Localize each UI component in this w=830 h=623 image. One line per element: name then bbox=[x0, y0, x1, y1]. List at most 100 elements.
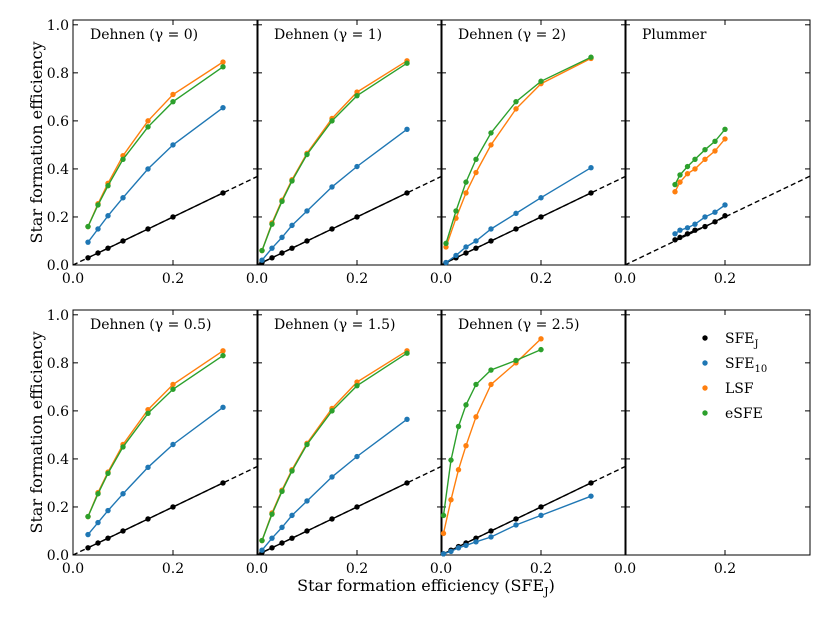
point-esfe bbox=[513, 357, 519, 364]
point-sfe-10 bbox=[354, 163, 360, 170]
point-esfe bbox=[440, 512, 447, 519]
panel-4: 0.0 0.2 Plummer bbox=[614, 19, 811, 287]
point-sfe-j bbox=[85, 545, 91, 551]
panel-title: Plummer bbox=[642, 27, 707, 43]
point-esfe bbox=[120, 444, 126, 450]
point-sfe-10 bbox=[712, 209, 718, 215]
point-lsf bbox=[463, 443, 469, 449]
point-sfe-10 bbox=[513, 210, 519, 217]
point-sfe-j bbox=[488, 238, 494, 244]
panel-title: Dehnen (γ = 0) bbox=[90, 27, 198, 43]
point-esfe bbox=[289, 178, 295, 184]
point-esfe bbox=[473, 156, 479, 163]
point-esfe bbox=[329, 408, 335, 414]
point-lsf bbox=[463, 190, 469, 196]
point-sfe-j bbox=[269, 255, 275, 261]
point-sfe-j bbox=[677, 234, 683, 241]
point-sfe-10 bbox=[588, 493, 594, 499]
panel-frame bbox=[624, 309, 811, 556]
point-sfe-j bbox=[145, 226, 151, 232]
point-lsf bbox=[692, 166, 698, 172]
point-sfe-j bbox=[170, 214, 176, 220]
reference-line bbox=[625, 175, 810, 265]
x-tick-label: 0.2 bbox=[530, 271, 552, 287]
point-sfe-j bbox=[105, 535, 111, 541]
point-sfe-j bbox=[722, 213, 728, 219]
point-sfe-10 bbox=[145, 166, 151, 172]
panel-title: Dehnen (γ = 2) bbox=[458, 27, 566, 43]
point-sfe-10 bbox=[538, 195, 544, 201]
y-tick-label: 0.4 bbox=[47, 162, 69, 178]
point-lsf bbox=[440, 530, 447, 537]
panel-frame bbox=[256, 19, 443, 266]
point-sfe-10 bbox=[220, 104, 226, 111]
point-sfe-j bbox=[329, 516, 335, 522]
point-lsf bbox=[170, 381, 176, 388]
y-tick-label: 0.2 bbox=[47, 210, 69, 226]
point-esfe bbox=[279, 488, 285, 495]
point-sfe-10 bbox=[304, 498, 310, 504]
point-sfe-j bbox=[120, 238, 126, 244]
point-sfe-10 bbox=[588, 165, 594, 171]
point-sfe-10 bbox=[404, 126, 410, 132]
point-sfe-10 bbox=[304, 208, 310, 214]
point-sfe-10 bbox=[95, 519, 101, 526]
point-lsf bbox=[538, 336, 544, 342]
series-line-lsf bbox=[442, 338, 542, 534]
y-tick-label: 0.4 bbox=[47, 452, 69, 468]
panel-3: 0.0 0.2 Dehnen (γ = 2) bbox=[430, 19, 627, 287]
point-sfe-10 bbox=[473, 238, 479, 244]
y-tick-label: 0.2 bbox=[47, 500, 69, 516]
point-sfe-j bbox=[404, 480, 410, 486]
point-esfe bbox=[404, 350, 410, 356]
point-esfe bbox=[220, 64, 226, 70]
point-sfe-10 bbox=[289, 512, 295, 519]
point-lsf bbox=[722, 136, 728, 142]
point-sfe-10 bbox=[443, 259, 449, 266]
series-line-lsf bbox=[261, 60, 408, 251]
point-sfe-10 bbox=[677, 227, 683, 233]
y-tick-label: 1.0 bbox=[47, 18, 69, 34]
point-sfe-j bbox=[279, 250, 285, 256]
point-esfe bbox=[95, 491, 101, 497]
panel-title: Dehnen (γ = 0.5) bbox=[90, 317, 211, 333]
point-lsf bbox=[712, 148, 718, 154]
point-esfe bbox=[538, 346, 544, 353]
point-sfe-j bbox=[105, 245, 111, 251]
point-esfe bbox=[448, 457, 454, 463]
point-sfe-10 bbox=[463, 542, 469, 549]
series-line-esfe bbox=[674, 128, 726, 185]
point-sfe-j bbox=[289, 245, 295, 251]
point-esfe bbox=[722, 126, 728, 132]
point-sfe-10 bbox=[105, 213, 111, 219]
point-sfe-10 bbox=[453, 252, 459, 259]
point-lsf bbox=[672, 189, 678, 195]
panel-title: Dehnen (γ = 1) bbox=[274, 27, 382, 43]
point-esfe bbox=[672, 181, 678, 188]
point-esfe bbox=[473, 381, 479, 388]
panel-frame bbox=[440, 309, 627, 556]
x-tick-label: 0.2 bbox=[162, 271, 184, 287]
point-sfe-10 bbox=[170, 441, 176, 448]
x-tick-label: 0.2 bbox=[346, 271, 368, 287]
point-esfe bbox=[463, 179, 469, 185]
point-esfe bbox=[463, 402, 469, 408]
point-esfe bbox=[488, 367, 494, 373]
point-lsf bbox=[677, 179, 683, 185]
point-esfe bbox=[95, 202, 101, 208]
point-esfe bbox=[488, 130, 494, 136]
point-esfe bbox=[712, 138, 718, 144]
point-sfe-10 bbox=[145, 464, 151, 471]
point-esfe bbox=[85, 513, 91, 520]
x-tick-label: 0.0 bbox=[614, 561, 636, 577]
point-sfe-j bbox=[354, 214, 360, 220]
panel-7: 0.0 0.2 Dehnen (γ = 2.5) bbox=[430, 309, 627, 577]
point-sfe-10 bbox=[684, 225, 691, 231]
point-sfe-j bbox=[95, 540, 101, 546]
point-lsf bbox=[170, 91, 176, 98]
point-sfe-j bbox=[304, 528, 310, 534]
point-esfe bbox=[279, 198, 285, 205]
panel-frame bbox=[624, 19, 811, 266]
point-lsf bbox=[702, 156, 708, 163]
series-line-lsf bbox=[87, 350, 224, 517]
